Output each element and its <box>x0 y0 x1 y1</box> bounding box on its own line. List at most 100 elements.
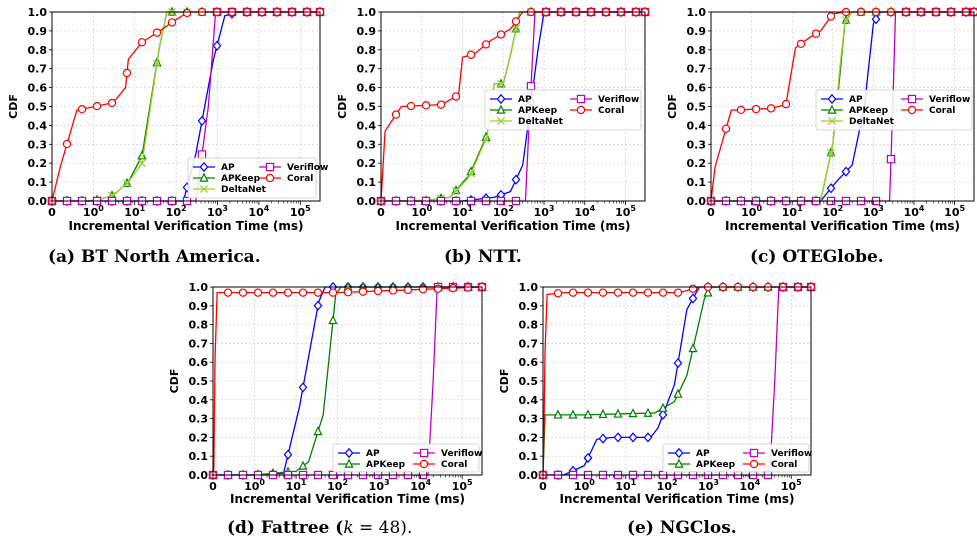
series-marker-coral <box>358 287 368 296</box>
y-tick-label: 0.3 <box>687 138 707 151</box>
y-tick-label: 0.4 <box>357 119 377 132</box>
series-marker-apkeep <box>673 388 683 398</box>
legend-label: Veriflow <box>441 449 482 459</box>
series-marker-coral <box>223 288 233 297</box>
legend-item-coral: Coral <box>259 173 313 184</box>
series-marker-apkeep <box>553 409 563 419</box>
series-marker-coral <box>62 139 72 149</box>
y-tick-label: 0.6 <box>519 356 539 369</box>
y-tick-label: 0.1 <box>519 450 539 463</box>
legend-marker-deltanet <box>827 116 837 126</box>
legend-item-veriflow: Veriflow <box>901 94 970 105</box>
series-marker-coral <box>436 100 446 109</box>
legend-marker-apkeep <box>344 458 354 468</box>
series-marker-coral <box>796 39 806 49</box>
x-tick-label: 100 <box>741 204 762 219</box>
legend-item-ap: AP <box>193 161 235 173</box>
series-marker-coral <box>568 288 578 297</box>
series-marker-coral <box>673 288 683 297</box>
legend-marker-ap <box>344 447 354 459</box>
y-tick-label: 0.1 <box>189 450 209 463</box>
series-marker-coral <box>388 286 398 295</box>
series-marker-apkeep <box>298 460 308 470</box>
legend-label: Coral <box>771 460 797 470</box>
legend-label: DeltaNet <box>518 117 564 127</box>
legend-marker-coral <box>907 105 917 115</box>
series-marker-coral <box>268 288 278 297</box>
series-marker-ap <box>283 449 293 460</box>
x-tick-label: 0 <box>209 480 217 493</box>
legend-item-veriflow: Veriflow <box>259 162 328 173</box>
y-tick-label: 0.8 <box>519 319 539 332</box>
series-marker-apkeep <box>598 408 608 419</box>
x-tick-label: 0 <box>539 480 547 493</box>
legend-marker-coral <box>576 105 586 115</box>
series-marker-apkeep <box>628 408 638 418</box>
legend-item-ap: AP <box>821 93 863 105</box>
y-tick-label: 0.6 <box>687 82 707 95</box>
x-tick-label: 105 <box>781 478 802 493</box>
chart-panel-e: 0.0 0.1 0.2 0.3 0.4 0.5 0.6 0.7 0.8 0.9 1.0 0 100 101… <box>498 281 816 538</box>
series-marker-coral <box>598 288 608 297</box>
series-marker-coral <box>421 101 431 110</box>
series-marker-ap <box>841 166 851 177</box>
y-tick-label: 0.6 <box>28 82 48 95</box>
legend-label: APKeep <box>366 460 406 470</box>
y-tick-label: 0.6 <box>357 82 377 95</box>
y-tick-label: 1.0 <box>28 6 48 19</box>
x-tick-label: 104 <box>574 204 595 219</box>
x-tick-label: 104 <box>904 204 925 219</box>
y-axis-label: CDF <box>168 369 181 394</box>
y-tick-label: 0.4 <box>189 394 209 407</box>
y-tick-label: 0.8 <box>189 319 209 332</box>
caption-text: (e) NGClos. <box>627 518 737 538</box>
y-axis-label: CDF <box>666 94 679 119</box>
series-marker-coral <box>433 284 443 293</box>
y-tick-label: 0.6 <box>189 356 209 369</box>
legend-marker-ap <box>674 447 684 459</box>
series-marker-deltanet <box>152 59 162 68</box>
series-marker-apkeep <box>328 314 338 325</box>
series-marker-coral <box>77 105 87 114</box>
x-axis-label: Incremental Verification Time (ms) <box>725 219 960 233</box>
y-tick-label: 0.4 <box>687 119 707 132</box>
caption-text: (b) NTT. <box>444 247 522 267</box>
chart-panel-d: 0.0 0.1 0.2 0.3 0.4 0.5 0.6 0.7 0.8 0.9 1.0 0 100 101… <box>168 281 487 538</box>
series-marker-ap <box>212 40 222 51</box>
legend-marker-apkeep <box>827 104 837 114</box>
series-marker-ap <box>628 432 638 443</box>
legend-marker-ap <box>199 161 209 173</box>
chart-panel-a: 0.0 0.1 0.2 0.3 0.4 0.5 0.6 0.7 0.8 0.9 1.0 0 100 101… <box>7 6 328 267</box>
series-marker-coral <box>643 288 653 297</box>
series-marker-coral <box>343 288 353 297</box>
legend-box <box>484 89 642 131</box>
y-tick-label: 1.0 <box>357 6 377 19</box>
series-marker-coral <box>403 285 413 295</box>
legend-box <box>332 443 480 473</box>
y-tick-label: 0.0 <box>28 195 48 208</box>
x-tick-label: 0 <box>48 206 56 219</box>
caption-tail: = 48). <box>354 518 413 538</box>
legend-item-veriflow: Veriflow <box>413 448 482 459</box>
y-tick-label: 0.2 <box>519 431 539 444</box>
caption-b: (b) NTT. <box>444 247 522 267</box>
legend-item-apkeep: APKeep <box>668 458 736 470</box>
series-marker-ap <box>197 115 207 127</box>
series-marker-coral <box>481 40 491 49</box>
legend-marker-veriflow <box>749 448 759 458</box>
series-marker-deltanet <box>826 148 836 157</box>
y-tick-label: 0.7 <box>687 63 707 76</box>
series-coral <box>376 7 650 206</box>
series-marker-apkeep <box>703 287 713 297</box>
legend-item-ap: AP <box>490 93 532 105</box>
caption-d: (d) Fattree (k = 48). <box>227 518 412 538</box>
legend-item-deltanet: DeltaNet <box>193 184 267 195</box>
x-tick-label: 103 <box>534 204 555 219</box>
y-axis-label: CDF <box>498 369 511 394</box>
y-tick-label: 0.5 <box>519 375 539 388</box>
legend-label: Coral <box>929 106 955 116</box>
x-tick-label: 102 <box>493 204 514 219</box>
legend-label: AP <box>518 95 532 105</box>
